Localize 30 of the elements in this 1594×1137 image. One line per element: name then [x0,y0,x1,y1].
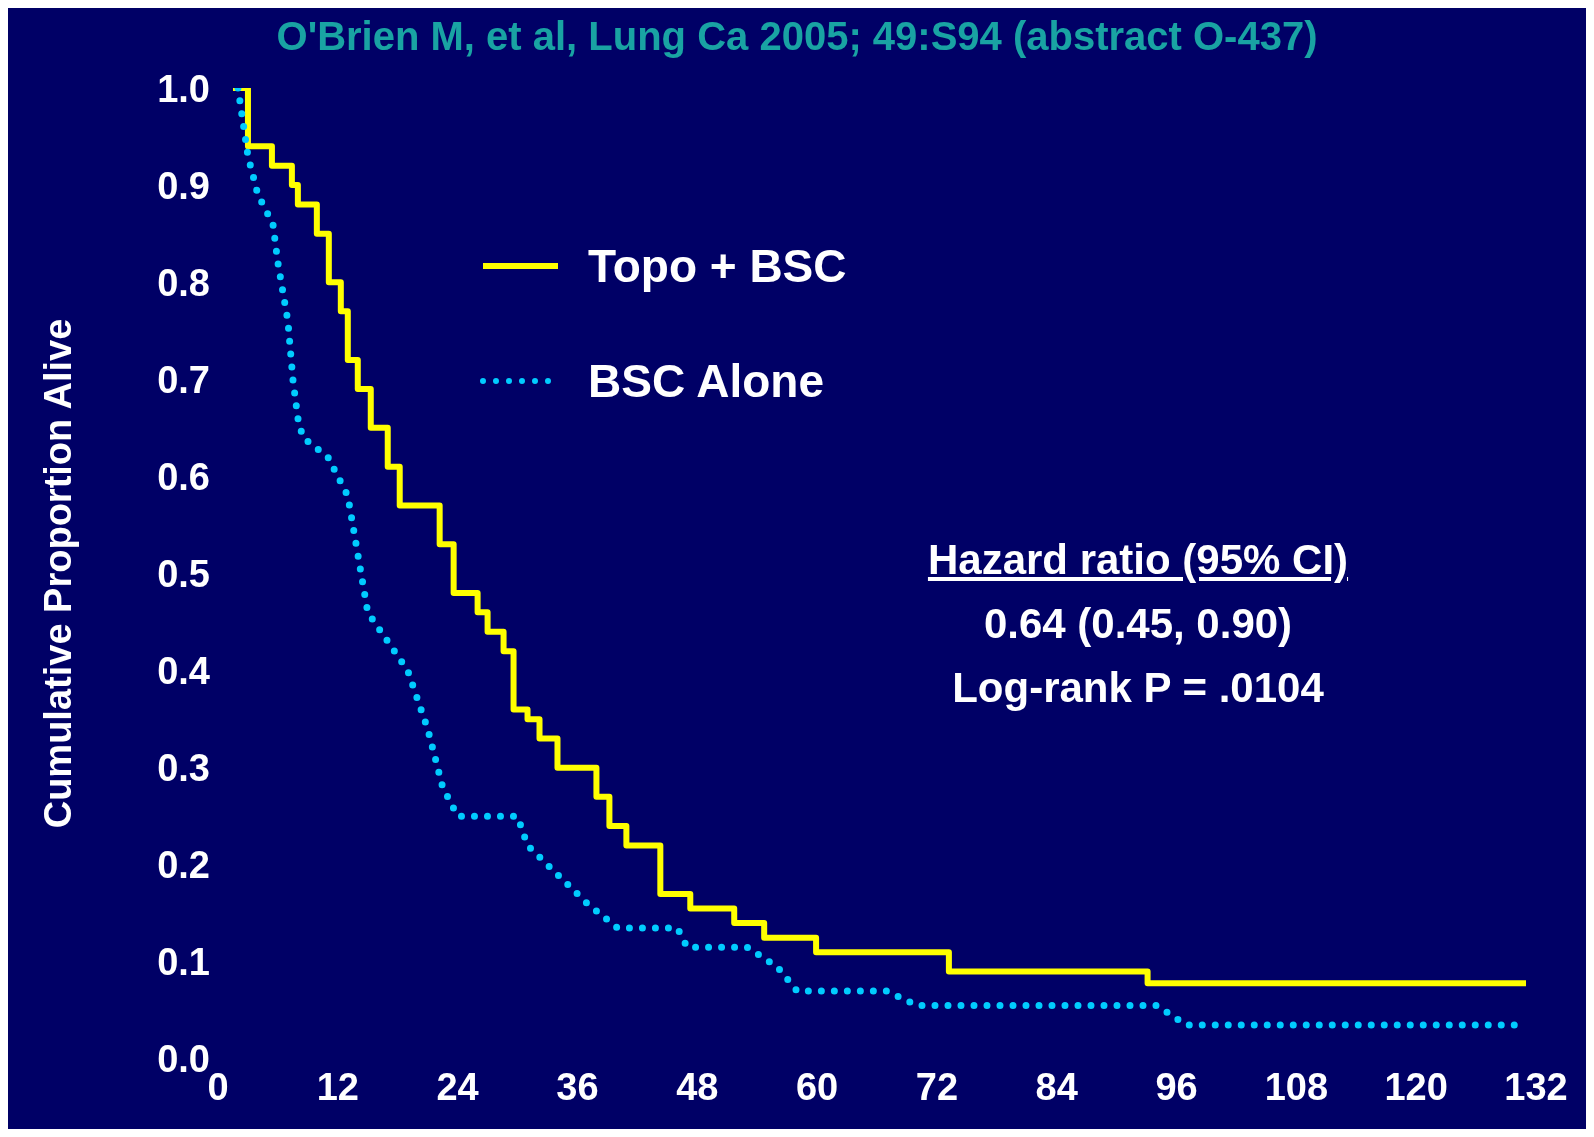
chart-title: O'Brien M, et al, Lung Ca 2005; 49:S94 (abstract O-437) [275,13,1319,60]
x-tick-label: 72 [915,1065,959,1108]
annotation: 0.64 (0.45, 0.90) [982,599,1294,649]
y-tick-label: 0.8 [157,261,210,304]
x-tick-label: 36 [556,1065,599,1108]
annotation: Log-rank P = .0104 [951,663,1325,713]
x-tick-label: 120 [1384,1065,1448,1108]
y-tick-label: 0.4 [157,650,210,693]
x-tick-label: 0 [207,1065,229,1108]
x-tick-label: 12 [316,1065,359,1108]
y-axis-title: Cumulative Proportion Alive [37,318,80,829]
annotation: Hazard ratio (95% CI) [926,535,1350,585]
x-tick-label: 96 [1155,1065,1198,1108]
x-tick-label: 24 [436,1065,479,1108]
legend-label: Topo + BSC [588,238,847,293]
y-tick-label: 1.0 [157,67,210,110]
y-tick-label: 0.9 [157,164,210,207]
y-tick-label: 0.1 [157,941,210,984]
x-tick-label: 84 [1035,1065,1078,1108]
legend-label: BSC Alone [588,353,824,408]
y-tick-label: 0.3 [157,747,210,790]
x-tick-label: 132 [1504,1065,1568,1108]
x-tick-label: 48 [676,1065,719,1108]
x-tick-label: 108 [1264,1065,1329,1108]
x-tick-label: 60 [795,1065,839,1108]
y-tick-label: 0.5 [157,552,210,595]
y-tick-label: 0.6 [157,455,210,498]
y-tick-label: 0.7 [157,358,210,401]
y-tick-label: 0.2 [157,844,210,887]
y-tick-label: 0.0 [157,1038,210,1081]
